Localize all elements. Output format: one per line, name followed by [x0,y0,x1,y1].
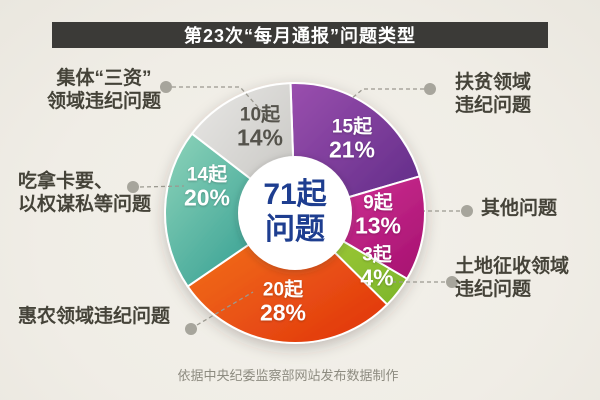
pie-slice-3 [186,212,389,344]
donut-hole [238,156,352,270]
connector-bottom-left [196,291,254,326]
callout-label-agriculture: 惠农领域违纪问题 [18,306,171,327]
dot-top-left [160,81,172,93]
callout-label-land-acquisition: 土地征收领域 违纪问题 [455,256,570,300]
page-title: 第23次“每月通报”问题类型 [183,26,417,46]
slice-count: 15起 [331,116,373,138]
slice-value-collective-assets: 10起 14% [237,104,283,151]
pie-slices [164,82,426,344]
slice-percent: 21% [328,136,376,163]
slice-count: 10起 [239,104,281,126]
dot-mid-right [461,205,473,217]
slice-value-land-acquisition: 3起 4% [360,244,393,291]
donut-center-total: 71起 问题 [263,178,327,246]
slice-count: 3起 [362,244,392,266]
slice-percent: 4% [360,264,394,291]
connector-top-right [350,88,424,100]
slice-value-agriculture: 20起 28% [260,279,306,326]
callout-label-extortion: 吃拿卡要、 以权谋私等问题 [18,171,152,215]
callout-label-poverty-relief: 扶贫领域 违纪问题 [455,72,532,116]
callout-dots [127,81,473,335]
slice-percent: 13% [354,212,402,239]
slice-value-poverty-relief: 15起 21% [329,116,375,163]
slice-percent: 14% [236,124,284,151]
dot-top-right [424,83,436,95]
dot-mid-left [127,181,139,193]
callout-connectors [139,86,460,326]
connector-mid-left [139,185,185,188]
source-note: 依据中央纪委监察部网站发布数据制作 [177,368,399,383]
slice-value-other: 9起 13% [355,192,401,239]
dot-bottom-right [446,276,458,288]
slice-count: 14起 [186,164,228,186]
slice-count: 9起 [363,192,393,214]
connector-top-left [172,86,267,117]
callout-label-other: 其他问题 [481,198,558,219]
pie-slice-4 [164,132,296,288]
slice-percent: 20% [183,184,231,211]
slice-count: 20起 [262,279,304,301]
slice-percent: 28% [259,299,307,326]
dot-bottom-left [185,323,197,335]
callout-label-collective-assets: 集体“三资” 领域违纪问题 [46,68,161,112]
pie-slice-1 [294,175,426,280]
title-bar: 第23次“每月通报”问题类型 [52,22,548,48]
slice-value-extortion: 14起 20% [184,164,230,211]
